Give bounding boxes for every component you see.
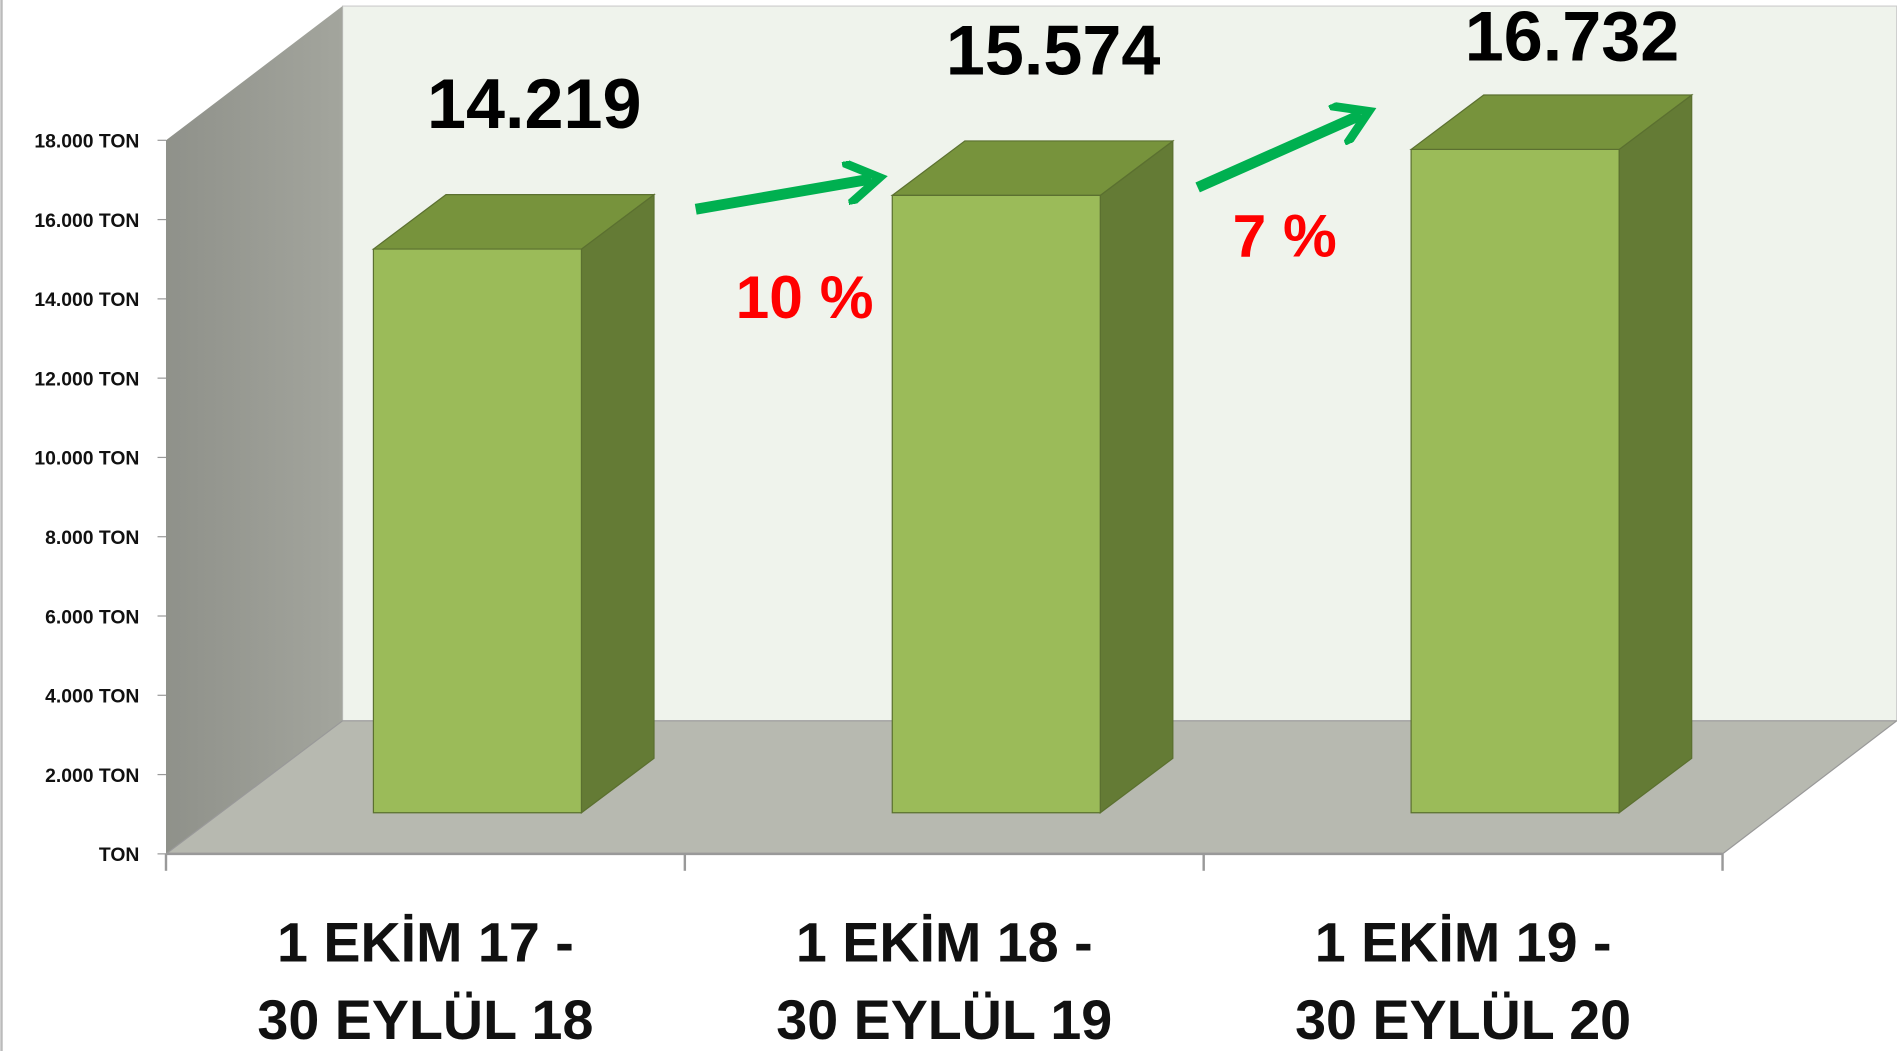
- value-label: 16.732: [1465, 0, 1679, 75]
- bar-front: [1410, 148, 1620, 814]
- bar: [890, 139, 1175, 814]
- x-tick-label: 30 EYLÜL 18: [257, 989, 593, 1051]
- y-tick-label: TON: [99, 844, 139, 866]
- x-tick-label: 1 EKİM 19 -: [1315, 912, 1612, 974]
- bar-side: [1618, 93, 1693, 814]
- x-tick-label: 1 EKİM 17 -: [277, 912, 574, 974]
- y-tick-label: 12.000 TON: [34, 368, 139, 390]
- annotation: 7 %: [1233, 201, 1337, 269]
- y-tick-label: 8.000 TON: [45, 527, 139, 549]
- x-tick-label: 30 EYLÜL 19: [776, 989, 1112, 1051]
- y-tick-label: 16.000 TON: [34, 210, 139, 232]
- y-tick-label: 14.000 TON: [34, 289, 139, 311]
- side-wall: [165, 6, 343, 854]
- value-label: 15.574: [946, 11, 1160, 89]
- x-tick-label: 1 EKİM 18 -: [796, 912, 1093, 974]
- y-tick-label: 2.000 TON: [45, 765, 139, 787]
- bar: [371, 193, 656, 814]
- arrow: [1195, 115, 1361, 193]
- arrow: [694, 179, 871, 215]
- annotation: 10 %: [736, 263, 874, 331]
- bar-side: [580, 193, 655, 814]
- y-tick-label: 4.000 TON: [45, 686, 139, 708]
- y-tick-label: 10.000 TON: [34, 448, 139, 470]
- x-tick-label: 30 EYLÜL 20: [1295, 989, 1631, 1051]
- bar-front: [891, 194, 1101, 814]
- bar-front: [372, 248, 583, 814]
- bar: [1409, 93, 1694, 814]
- value-label: 14.219: [427, 65, 641, 143]
- bar-side: [1099, 139, 1174, 814]
- y-tick-label: 18.000 TON: [34, 131, 139, 153]
- y-tick-label: 6.000 TON: [45, 606, 139, 628]
